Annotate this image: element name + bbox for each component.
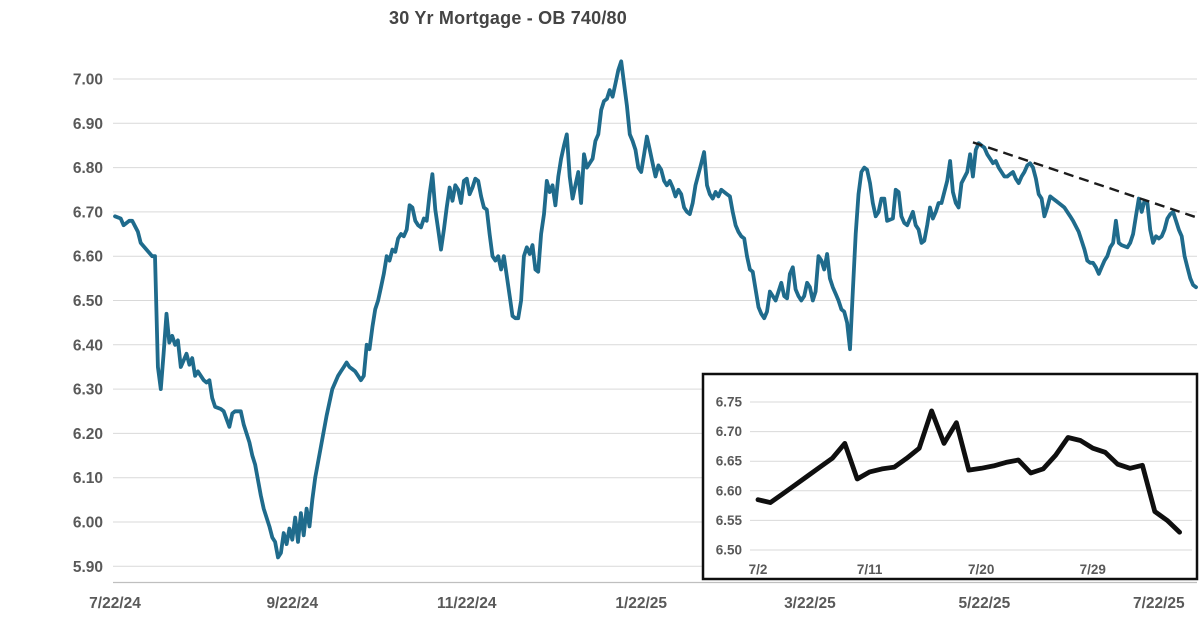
inset-y-tick-label: 6.60 <box>716 483 742 498</box>
inset-y-tick-label: 6.75 <box>716 395 743 410</box>
inset-x-tick-label: 7/2 <box>749 562 768 577</box>
chart-title: 30 Yr Mortgage - OB 740/80 <box>389 8 627 28</box>
x-tick-label: 9/22/24 <box>266 595 318 612</box>
inset-x-axis-labels: 7/2 7/11 7/20 7/29 <box>749 562 1106 577</box>
y-tick-label: 6.80 <box>73 160 103 177</box>
inset-x-tick-label: 7/29 <box>1080 562 1106 577</box>
inset-chart: 6.75 6.70 6.65 6.60 6.55 6.50 7/2 7/11 7/20 7/29 <box>701 372 1199 581</box>
y-tick-label: 6.60 <box>73 249 103 266</box>
inset-rate-line <box>755 408 1182 535</box>
y-tick-label: 6.40 <box>73 337 103 354</box>
y-tick-label: 6.30 <box>73 382 103 399</box>
main-y-axis-labels: 7.00 6.90 6.80 6.70 6.60 6.50 6.40 6.30 6.20 6.10… <box>73 72 103 576</box>
main-x-axis-labels: 7/22/24 9/22/24 11/22/24 1/22/25 3/22/25 5/22… <box>89 595 1185 612</box>
x-tick-label: 1/22/25 <box>615 595 667 612</box>
inset-x-tick-label: 7/11 <box>857 562 883 577</box>
x-tick-label: 11/22/24 <box>437 595 497 612</box>
trendline-dashed <box>972 141 1197 219</box>
inset-x-tick-label: 7/20 <box>968 562 994 577</box>
x-tick-label: 5/22/25 <box>959 595 1011 612</box>
y-tick-label: 6.70 <box>73 204 103 221</box>
y-tick-label: 6.00 <box>73 515 103 532</box>
y-tick-label: 6.20 <box>73 426 103 443</box>
mortgage-rate-line <box>113 59 1198 560</box>
inset-border <box>701 372 1199 581</box>
inset-y-tick-label: 6.65 <box>716 454 743 469</box>
x-tick-label: 7/22/25 <box>1133 595 1185 612</box>
y-tick-label: 7.00 <box>73 72 103 89</box>
y-tick-label: 6.10 <box>73 470 103 487</box>
x-tick-label: 7/22/24 <box>89 595 141 612</box>
y-tick-label: 6.90 <box>73 116 103 133</box>
y-tick-label: 6.50 <box>73 293 103 310</box>
inset-y-axis-labels: 6.75 6.70 6.65 6.60 6.55 6.50 <box>716 395 743 558</box>
inset-gridlines <box>750 401 1192 551</box>
x-tick-label: 3/22/25 <box>784 595 836 612</box>
inset-y-tick-label: 6.55 <box>716 513 743 528</box>
inset-y-tick-label: 6.70 <box>716 424 742 439</box>
y-tick-label: 5.90 <box>73 559 103 576</box>
inset-y-tick-label: 6.50 <box>716 543 742 558</box>
